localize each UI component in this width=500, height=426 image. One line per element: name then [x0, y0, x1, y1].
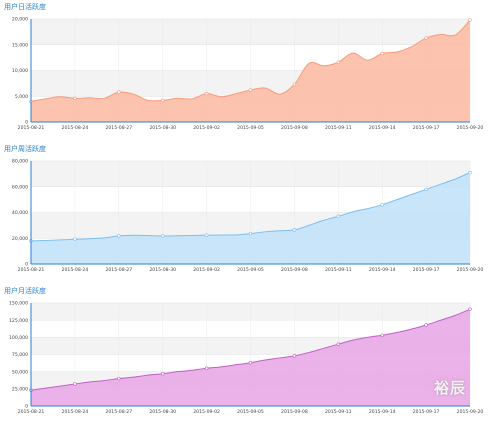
data-point: [248, 231, 253, 236]
x-tick-label: 2015-08-27: [105, 267, 132, 273]
y-tick-label: 15,000: [12, 42, 28, 48]
x-tick-label: 2015-08-21: [18, 125, 45, 131]
chart-panel-monthly: 用户月活跃度 0 25,000 50,000 75,000 100,000 125,000…: [0, 284, 500, 426]
data-point: [292, 354, 297, 358]
chart-panel-daily: 用户日活跃度 0 5,000 10,000 15,000 20,000 2015-08-2…: [0, 0, 500, 142]
x-tick-label: 2015-09-17: [413, 409, 440, 415]
data-point: [424, 187, 428, 192]
data-point: [380, 203, 384, 207]
y-tick-label: 25,000: [12, 386, 28, 392]
y-tick-label: 80,000: [12, 159, 28, 165]
x-tick-label: 2015-08-24: [62, 409, 89, 415]
chart-title: 用户月活跃度: [4, 287, 46, 295]
x-tick-label: 2015-09-20: [457, 125, 484, 131]
data-point: [204, 91, 209, 96]
x-tick-label: 2015-09-11: [325, 409, 352, 415]
data-point: [292, 228, 297, 232]
x-tick-label: 2015-08-30: [149, 267, 176, 273]
y-tick-label: 60,000: [12, 184, 28, 190]
data-point: [248, 361, 253, 365]
data-point: [336, 342, 340, 346]
data-point: [73, 382, 77, 386]
x-tick-label: 2015-09-02: [193, 125, 220, 131]
x-tick-label: 2015-09-05: [237, 267, 264, 273]
data-point: [117, 90, 121, 94]
data-point: [204, 366, 209, 370]
x-tick-label: 2015-08-27: [105, 125, 132, 131]
x-tick-label: 2015-09-02: [193, 409, 220, 415]
y-tick-label: 20,000: [12, 17, 28, 23]
chart-svg: 0 5,000 10,000 15,000 20,000 2015-08-21 2015-0…: [12, 17, 484, 131]
series-area: [31, 20, 470, 123]
chart-svg: 0 20,000 40,000 60,000 80,000 2015-08-21 2015-…: [12, 159, 484, 273]
x-tick-label: 2015-09-14: [369, 409, 396, 415]
y-tick-label: 40,000: [12, 210, 28, 216]
series-area: [31, 309, 470, 406]
y-tick-label: 150,000: [9, 301, 28, 307]
x-tick-label: 2015-09-11: [325, 125, 352, 131]
x-tick-label: 2015-09-14: [369, 125, 396, 131]
x-tick-label: 2015-08-21: [18, 409, 45, 415]
data-point: [117, 376, 121, 381]
data-point: [468, 18, 472, 22]
y-tick-label: 5,000: [15, 94, 28, 100]
chart-svg: 0 25,000 50,000 75,000 100,000 125,000 150,000…: [9, 301, 484, 415]
data-point: [336, 60, 340, 64]
x-tick-label: 2015-09-20: [457, 409, 484, 415]
data-point: [468, 307, 472, 311]
data-point: [424, 36, 428, 40]
x-tick-label: 2015-09-08: [281, 267, 308, 273]
data-point: [248, 88, 253, 92]
y-tick-label: 0: [25, 120, 28, 126]
watermark-logo: 裕辰: [433, 379, 466, 397]
y-tick-label: 100,000: [9, 335, 28, 341]
x-tick-label: 2015-09-17: [413, 267, 440, 273]
data-point: [336, 214, 340, 219]
y-tick-label: 0: [25, 404, 28, 410]
y-tick-label: 20,000: [12, 236, 28, 242]
x-tick-label: 2015-09-02: [193, 267, 220, 273]
x-tick-label: 2015-09-08: [281, 125, 308, 131]
data-point: [161, 234, 165, 238]
x-tick-label: 2015-09-20: [457, 267, 484, 273]
y-tick-label: 50,000: [12, 369, 28, 375]
y-tick-label: 10,000: [12, 68, 28, 74]
data-point: [380, 333, 384, 337]
x-tick-label: 2015-08-30: [149, 125, 176, 131]
x-tick-label: 2015-09-14: [369, 267, 396, 273]
data-point: [161, 98, 165, 103]
chart-title: 用户周活跃度: [4, 145, 46, 153]
data-point: [73, 96, 77, 101]
data-point: [292, 82, 297, 87]
x-tick-label: 2015-09-05: [237, 125, 264, 131]
chart-title: 用户日活跃度: [4, 3, 46, 11]
x-tick-label: 2015-08-27: [105, 409, 132, 415]
data-point: [161, 372, 165, 376]
x-tick-label: 2015-09-17: [413, 125, 440, 131]
y-tick-label: 125,000: [9, 318, 28, 324]
data-point: [424, 323, 428, 327]
x-tick-label: 2015-09-08: [281, 409, 308, 415]
data-point: [117, 234, 121, 238]
data-point: [204, 233, 209, 237]
x-tick-label: 2015-08-30: [149, 409, 176, 415]
x-tick-label: 2015-08-24: [62, 267, 89, 273]
data-point: [380, 51, 384, 56]
x-tick-label: 2015-09-05: [237, 409, 264, 415]
x-tick-label: 2015-09-11: [325, 267, 352, 273]
data-point: [468, 170, 472, 175]
series-area: [31, 172, 470, 264]
x-tick-label: 2015-08-21: [18, 267, 45, 273]
x-tick-label: 2015-08-24: [62, 125, 89, 131]
y-tick-label: 0: [25, 262, 28, 268]
y-tick-label: 75,000: [12, 352, 28, 358]
chart-panel-weekly: 用户周活跃度 0 20,000 40,000 60,000 80,000 2015-08-…: [0, 142, 500, 284]
data-point: [73, 237, 77, 241]
